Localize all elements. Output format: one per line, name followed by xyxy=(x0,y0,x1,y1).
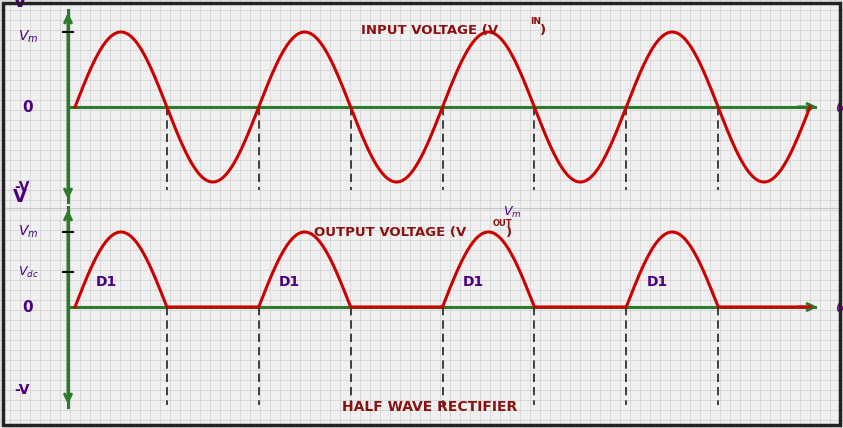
Text: $V_{dc}$: $V_{dc}$ xyxy=(18,265,39,279)
Text: D1: D1 xyxy=(279,275,300,289)
Text: ): ) xyxy=(540,24,546,36)
Text: INPUT VOLTAGE (V: INPUT VOLTAGE (V xyxy=(362,24,498,36)
Text: -V: -V xyxy=(14,383,30,397)
Text: $V_m$: $V_m$ xyxy=(18,224,38,240)
Text: 0: 0 xyxy=(23,300,34,315)
Text: $\omega t$: $\omega t$ xyxy=(835,298,843,316)
Text: -V: -V xyxy=(14,180,30,194)
Text: $V_m$: $V_m$ xyxy=(503,205,522,220)
Text: IN: IN xyxy=(530,17,541,26)
Text: V: V xyxy=(13,0,27,11)
Text: OUT: OUT xyxy=(493,219,513,228)
Text: D1: D1 xyxy=(647,275,668,289)
Text: $\omega t$: $\omega t$ xyxy=(835,98,843,116)
Text: ): ) xyxy=(506,226,513,238)
Text: 0: 0 xyxy=(23,99,34,115)
Text: HALF WAVE RECTIFIER: HALF WAVE RECTIFIER xyxy=(342,400,518,414)
Text: D1: D1 xyxy=(463,275,484,289)
Text: OUTPUT VOLTAGE (V: OUTPUT VOLTAGE (V xyxy=(314,226,466,238)
Text: $V_m$: $V_m$ xyxy=(18,29,38,45)
Text: V: V xyxy=(13,188,27,206)
Text: D1: D1 xyxy=(95,275,116,289)
